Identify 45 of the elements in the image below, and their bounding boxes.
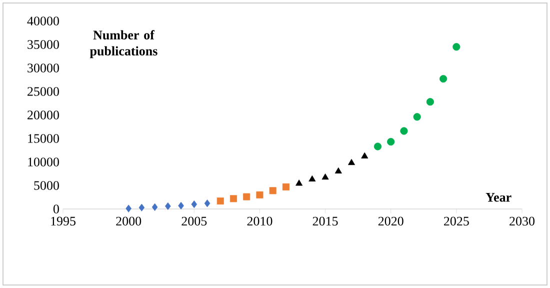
x-tick-label: 2000	[116, 216, 142, 226]
point	[361, 152, 368, 158]
y-tick-label: 15000	[28, 134, 59, 143]
point	[216, 197, 224, 204]
y-tick-label: 40000	[27, 16, 59, 26]
x-tick-label: 2015	[312, 216, 338, 226]
point	[374, 142, 382, 150]
point	[452, 43, 460, 51]
point	[413, 113, 421, 121]
point	[256, 191, 264, 198]
point	[282, 183, 290, 190]
x-tick-label: 2025	[444, 216, 469, 226]
point	[178, 202, 184, 210]
x-tick-label: 2005	[182, 216, 207, 226]
point	[243, 193, 250, 200]
point	[334, 167, 342, 174]
point	[426, 98, 434, 106]
point	[126, 204, 132, 212]
point	[152, 203, 158, 211]
x-tick-label: 2030	[510, 216, 534, 226]
point	[191, 200, 198, 208]
point	[322, 173, 329, 180]
y-tick-label: 10000	[28, 158, 59, 166]
point	[138, 204, 145, 212]
point	[165, 202, 171, 210]
point	[348, 158, 355, 166]
x-axis-title: Year	[486, 193, 512, 202]
y-tick-label: 5000	[34, 181, 59, 190]
x-tick-label: 1995	[51, 216, 76, 226]
point	[269, 187, 276, 194]
x-tick-label: 2010	[247, 216, 272, 226]
x-tick-label: 2020	[378, 216, 404, 226]
y-tick-label: 0	[53, 204, 59, 214]
point	[230, 195, 237, 202]
y-tick-label: 35000	[28, 40, 59, 49]
point	[204, 200, 210, 208]
point	[308, 175, 316, 182]
y-tick-label: 30000	[28, 64, 59, 72]
point	[296, 180, 303, 186]
point	[387, 138, 395, 146]
y-tick-label: 20000	[28, 110, 59, 120]
point	[400, 127, 408, 135]
y-tick-label: 25000	[28, 87, 59, 96]
y-axis-title: Number of publications	[90, 30, 158, 58]
point	[440, 75, 448, 83]
